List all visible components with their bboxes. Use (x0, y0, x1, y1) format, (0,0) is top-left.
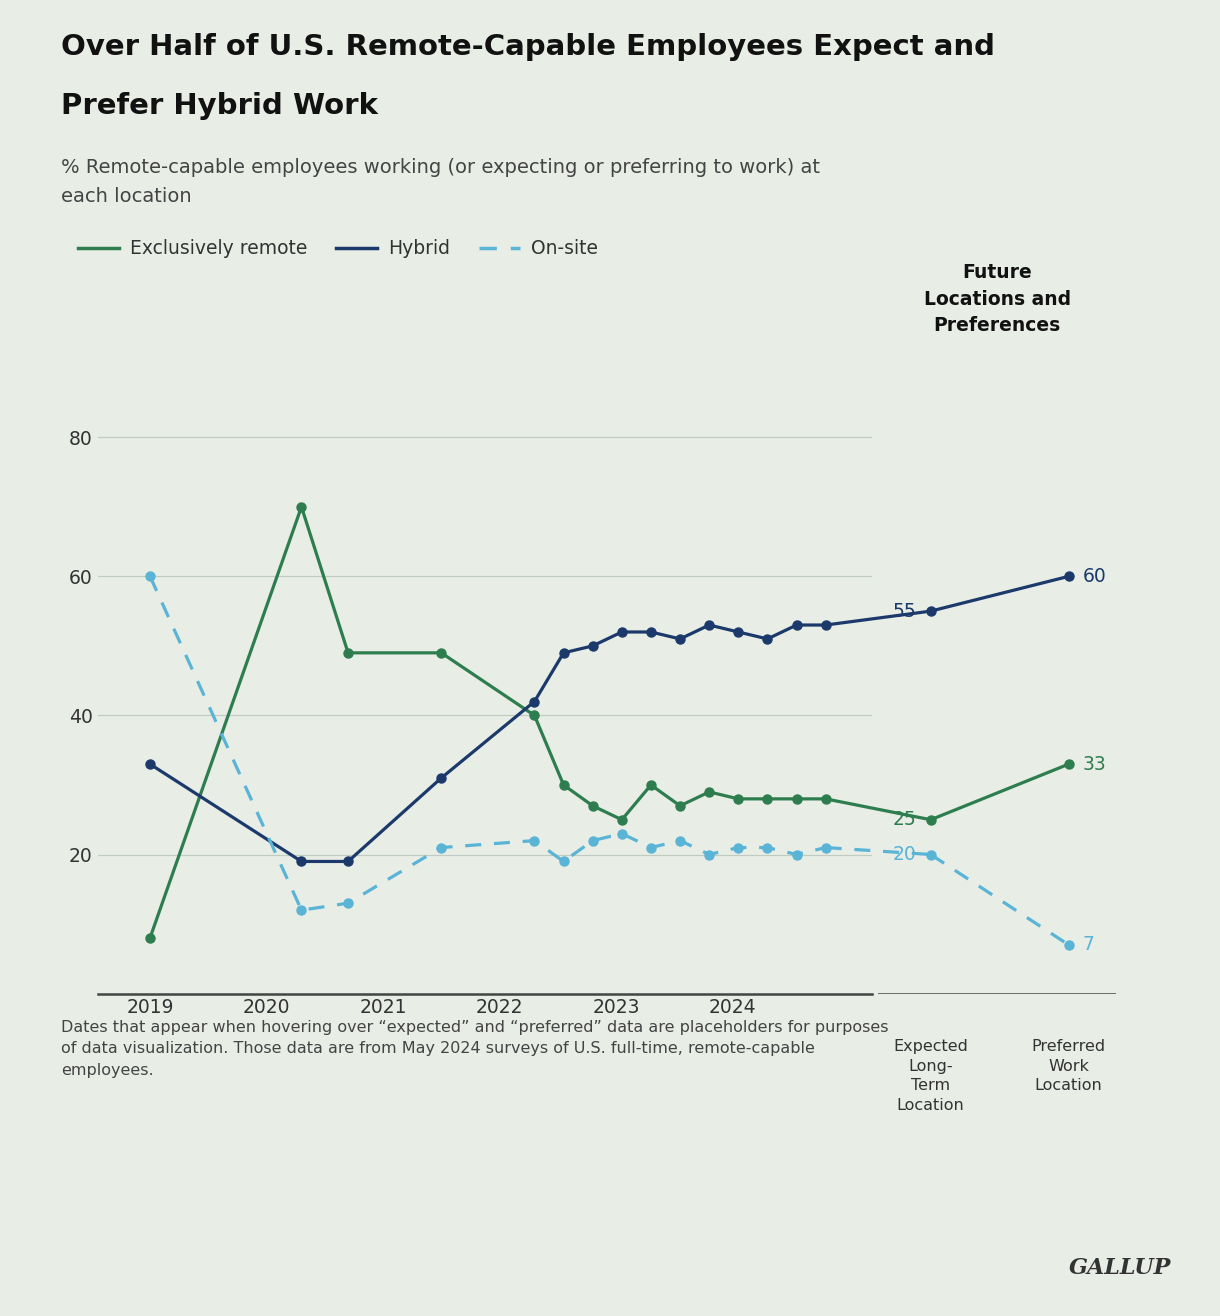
Legend: Exclusively remote, Hybrid, On-site: Exclusively remote, Hybrid, On-site (71, 232, 605, 266)
Text: 20: 20 (893, 845, 916, 865)
Text: Dates that appear when hovering over “expected” and “preferred” data are placeho: Dates that appear when hovering over “ex… (61, 1020, 888, 1078)
Text: 7: 7 (1083, 936, 1094, 954)
Text: 25: 25 (893, 811, 916, 829)
Text: Preferred
Work
Location: Preferred Work Location (1032, 1038, 1105, 1094)
Text: 55: 55 (893, 601, 916, 621)
Text: % Remote-capable employees working (or expecting or preferring to work) at
each : % Remote-capable employees working (or e… (61, 158, 820, 205)
Text: Expected
Long-
Term
Location: Expected Long- Term Location (893, 1038, 969, 1113)
Text: 60: 60 (1083, 567, 1107, 586)
Text: GALLUP: GALLUP (1069, 1257, 1171, 1279)
Text: 33: 33 (1083, 754, 1107, 774)
Text: Future
Locations and
Preferences: Future Locations and Preferences (924, 263, 1071, 336)
Text: Over Half of U.S. Remote-Capable Employees Expect and: Over Half of U.S. Remote-Capable Employe… (61, 33, 996, 61)
Text: Prefer Hybrid Work: Prefer Hybrid Work (61, 92, 378, 120)
